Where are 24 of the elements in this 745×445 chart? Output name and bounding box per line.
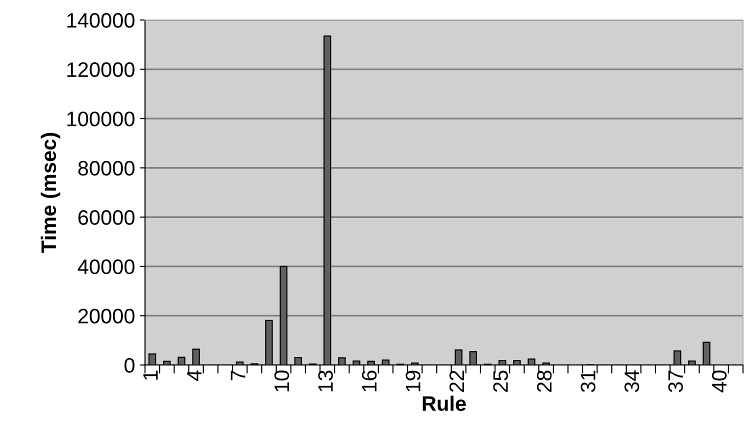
x-tick-label: 16	[362, 370, 377, 392]
x-tick-label: 19	[406, 370, 420, 392]
x-tick-label: 22	[449, 370, 464, 392]
x-tick-label: 1	[143, 370, 158, 380]
y-tick-label: 100000	[67, 112, 134, 126]
x-tick-label: 34	[624, 370, 640, 392]
x-tick-label: 31	[580, 370, 596, 392]
x-tick-label: 25	[493, 370, 508, 392]
x-tick-label: 37	[668, 370, 683, 392]
y-tick-label: 60000	[78, 210, 134, 225]
y-tick-label: 40000	[78, 259, 134, 274]
y-tick-label: 140000	[67, 13, 134, 28]
x-tick-label: 13	[318, 370, 333, 392]
y-tick-label: 80000	[78, 160, 134, 176]
x-tick-label: 7	[230, 370, 246, 380]
y-tick-label: 120000	[67, 62, 134, 78]
x-tick-label: 10	[274, 370, 290, 392]
x-axis-title: Rule	[422, 396, 466, 411]
y-tick-label: 20000	[78, 308, 134, 324]
y-axis-title: Time (msec)	[40, 132, 60, 253]
x-tick-label: 28	[536, 370, 552, 392]
x-tick-label: 40	[712, 370, 727, 392]
y-tick-label: 0	[124, 358, 134, 373]
x-tick-label: 4	[187, 370, 202, 381]
